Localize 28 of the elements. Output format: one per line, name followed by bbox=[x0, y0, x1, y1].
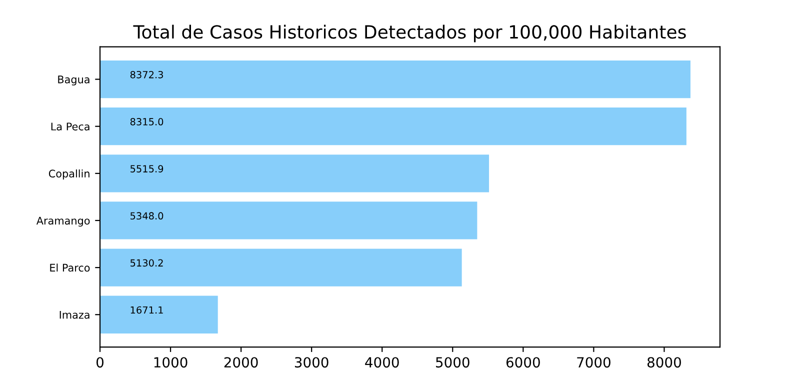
y-tick-label: Copallin bbox=[48, 169, 90, 180]
x-tick-label: 1000 bbox=[154, 357, 188, 368]
bar bbox=[100, 296, 218, 334]
data-label: 5130.2 bbox=[130, 259, 163, 267]
y-tick-label: Aramango bbox=[36, 216, 90, 227]
y-tick-label: Imaza bbox=[60, 310, 90, 319]
data-label: 5515.9 bbox=[130, 165, 164, 172]
chart-title: Total de Casos Historicos Detectados por 100,000 Habitantes bbox=[133, 24, 686, 42]
data-label: 8315.0 bbox=[130, 118, 164, 126]
x-tick-label: 0 bbox=[96, 357, 104, 368]
x-tick-label: 5000 bbox=[436, 357, 470, 368]
x-tick-label: 2000 bbox=[224, 357, 258, 368]
bar bbox=[100, 248, 462, 286]
x-tick-label: 4000 bbox=[365, 357, 399, 368]
bar bbox=[100, 154, 490, 192]
data-label: 5348.0 bbox=[130, 212, 164, 220]
bar bbox=[100, 60, 690, 98]
bar bbox=[100, 108, 686, 146]
bar bbox=[100, 202, 478, 240]
y-tick-label: La Peca bbox=[51, 122, 90, 130]
x-tick-label: 3000 bbox=[294, 357, 328, 368]
x-tick-label: 6000 bbox=[506, 357, 540, 368]
x-tick-label: 7000 bbox=[577, 357, 610, 368]
data-label: 8372.3 bbox=[130, 70, 163, 78]
data-label: 1671.1 bbox=[130, 306, 163, 314]
x-tick-label: 8000 bbox=[647, 357, 681, 368]
y-tick-label: Bagua bbox=[58, 76, 90, 86]
y-tick-label: El Parco bbox=[50, 264, 90, 272]
